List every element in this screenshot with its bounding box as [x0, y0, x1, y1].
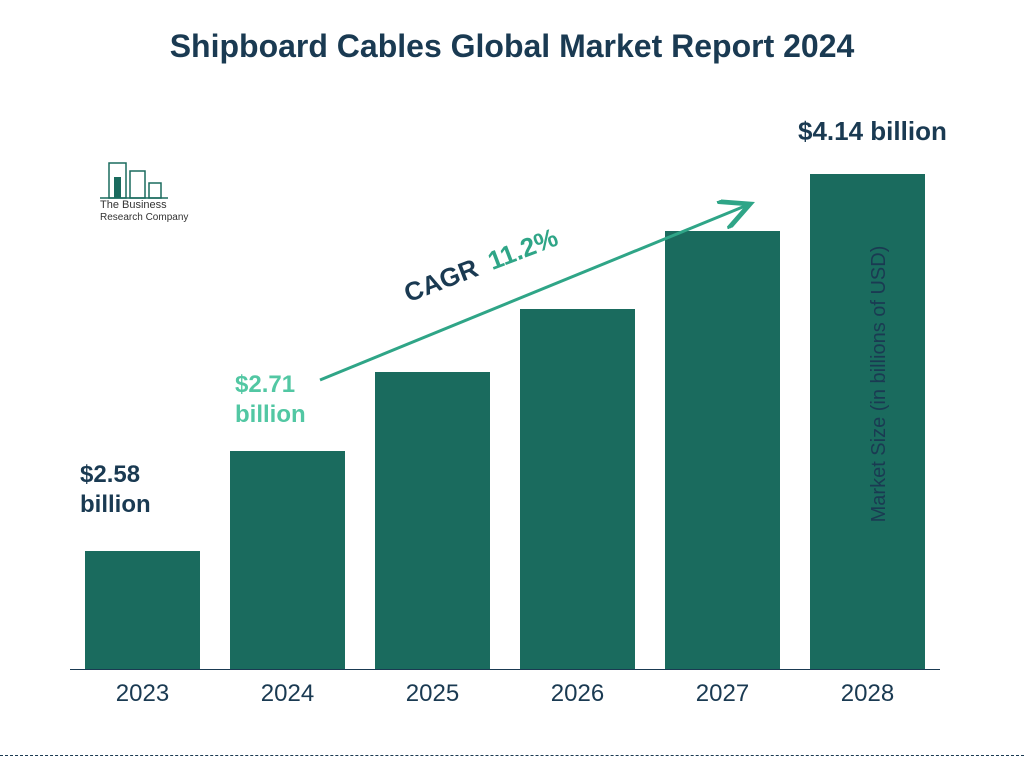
callout-line1: $4.14 billion: [798, 115, 947, 148]
bar-wrap: [360, 372, 505, 669]
callout-2023: $2.58 billion: [80, 460, 151, 520]
bar-2023: [85, 551, 200, 669]
bar-wrap: [70, 551, 215, 669]
callout-2024: $2.71 billion: [235, 370, 306, 430]
x-label: 2026: [505, 680, 650, 708]
callout-line2: billion: [235, 400, 306, 430]
x-label: 2028: [795, 680, 940, 708]
page-title: Shipboard Cables Global Market Report 20…: [0, 0, 1024, 65]
bar-2024: [230, 451, 345, 669]
x-label: 2024: [215, 680, 360, 708]
bar-chart: 2023 2024 2025 2026 2027 2028: [70, 140, 940, 700]
y-axis-label: Market Size (in billions of USD): [868, 246, 891, 523]
bar-wrap: [215, 451, 360, 669]
bar-2027: [665, 231, 780, 669]
bar-wrap: [505, 309, 650, 669]
bar-2025: [375, 372, 490, 669]
bar-wrap: [650, 231, 795, 669]
x-label: 2027: [650, 680, 795, 708]
bar-2026: [520, 309, 635, 669]
callout-line2: billion: [80, 490, 151, 520]
bars-container: [70, 140, 940, 670]
x-axis-labels: 2023 2024 2025 2026 2027 2028: [70, 680, 940, 708]
x-label: 2023: [70, 680, 215, 708]
callout-2028: $4.14 billion: [798, 115, 947, 148]
callout-line1: $2.58: [80, 460, 151, 490]
footer-divider: [0, 755, 1024, 756]
x-label: 2025: [360, 680, 505, 708]
callout-line1: $2.71: [235, 370, 306, 400]
